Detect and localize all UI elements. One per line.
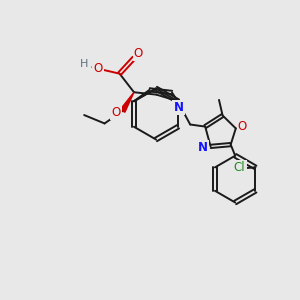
Text: O: O <box>93 62 103 75</box>
Text: Cl: Cl <box>234 161 245 174</box>
Text: H: H <box>80 59 89 69</box>
Text: O: O <box>238 119 247 133</box>
Text: N: N <box>173 101 184 114</box>
Text: O: O <box>112 106 121 118</box>
Text: O: O <box>134 47 143 60</box>
Polygon shape <box>120 92 134 112</box>
Text: N: N <box>198 141 208 154</box>
